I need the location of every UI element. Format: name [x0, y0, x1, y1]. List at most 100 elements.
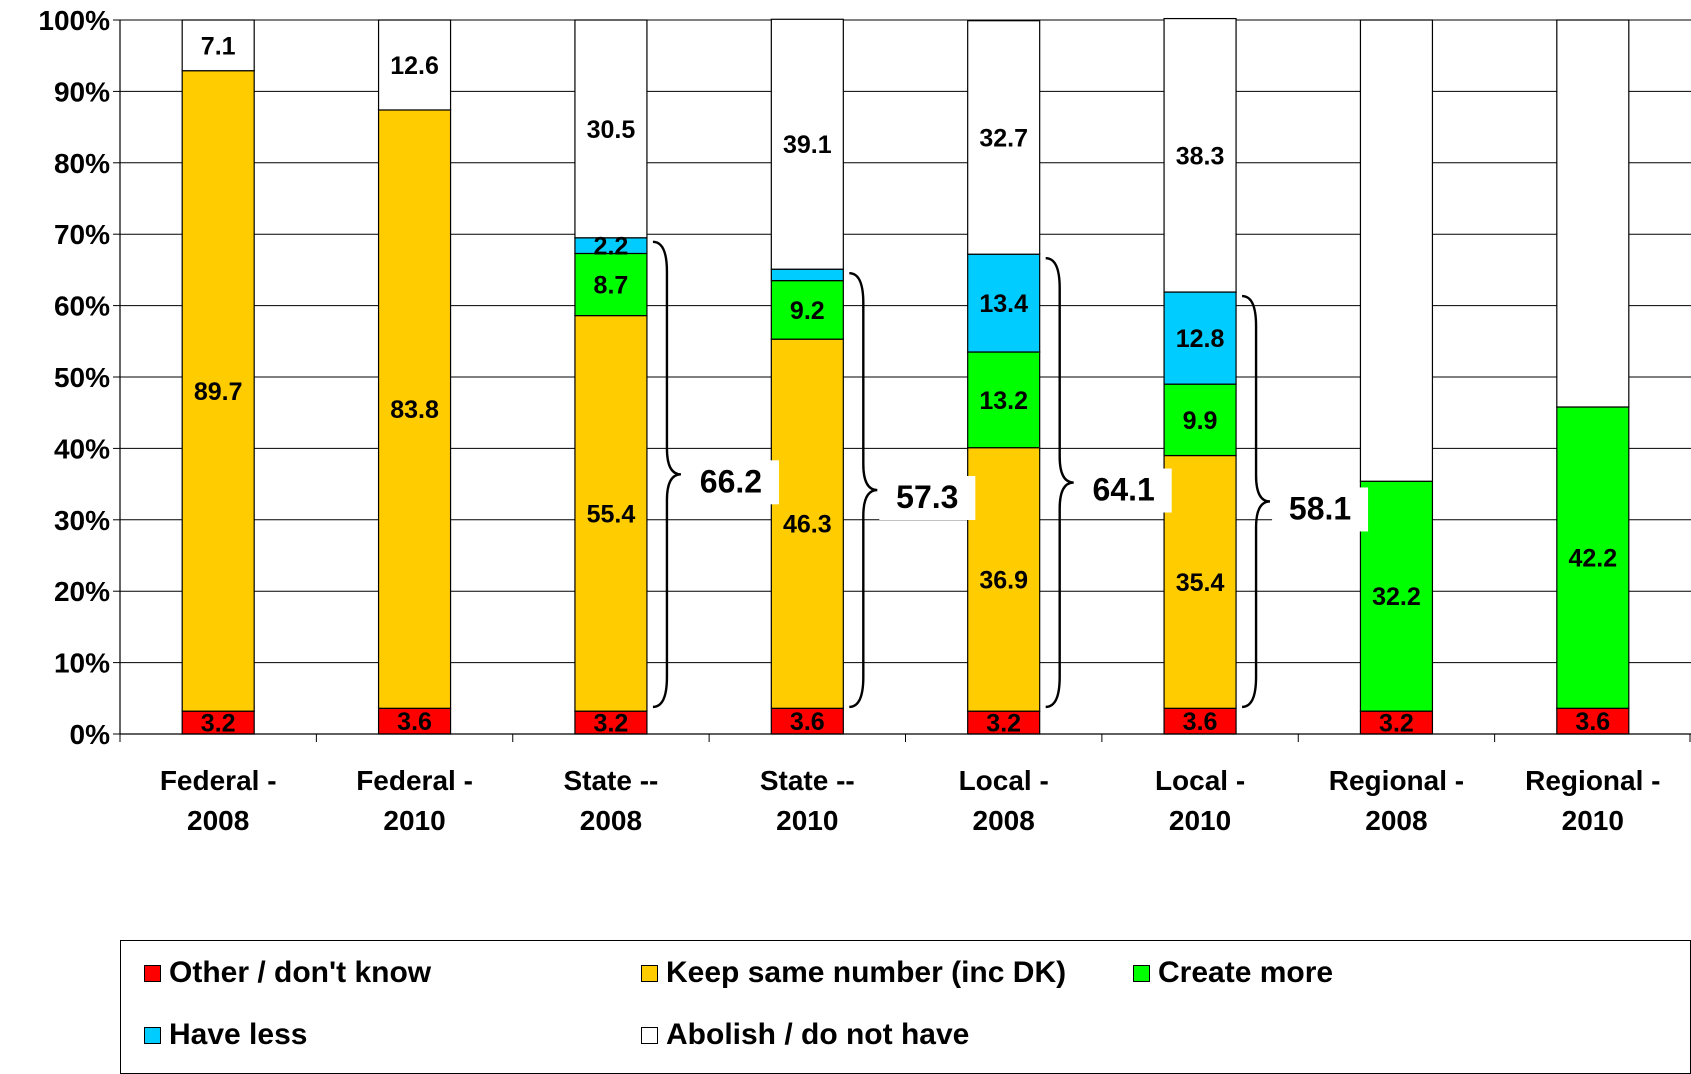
annotation-bg	[1075, 468, 1172, 513]
x-tick-label: Federal -	[356, 765, 473, 796]
curly-bracket	[1241, 294, 1271, 709]
stacked-bar-chart: 0% 10% 20% 30% 40% 50% 60% 70% 80% 90% 100% Federal…	[38, 5, 1691, 836]
bar-segment	[574, 314, 648, 712]
data-label: 42.2	[1568, 545, 1617, 573]
data-label: 32.2	[1372, 583, 1421, 611]
bar-segment	[1359, 480, 1434, 712]
x-tick-label: 2010	[776, 805, 838, 836]
x-tick-label: Regional -	[1525, 765, 1660, 796]
bar-segment	[967, 447, 1041, 712]
data-label: 3.2	[594, 710, 629, 738]
legend-swatch	[641, 964, 658, 982]
bar-segment	[1556, 406, 1630, 709]
data-label: 12.6	[390, 52, 439, 80]
data-label: 13.2	[979, 387, 1028, 415]
bar-segment	[770, 338, 844, 709]
total-annotation: 58.1	[1289, 490, 1351, 526]
data-label: 8.7	[594, 272, 629, 300]
bar-segment	[1163, 454, 1237, 709]
bar-segment	[770, 18, 844, 270]
gridlines	[120, 19, 1691, 664]
data-label: 3.2	[1379, 710, 1414, 738]
bar-segment	[770, 268, 844, 282]
x-tick-label: Regional -	[1329, 765, 1464, 796]
legend-item-other: Other / don't know	[144, 956, 431, 990]
bar-segment	[1163, 291, 1237, 385]
legend-swatch	[641, 1026, 658, 1044]
bar-segment	[967, 20, 1041, 255]
bar-segment	[1163, 17, 1237, 293]
legend-label: Other / don't know	[169, 956, 432, 989]
data-label: 3.2	[986, 710, 1021, 738]
legend: Other / don't know Keep same number (inc…	[120, 940, 1691, 1074]
x-tick-label: Local -	[959, 765, 1049, 796]
x-tick-label: 2010	[383, 805, 445, 836]
legend-label: Abolish / do not have	[666, 1018, 970, 1051]
annotation-bg	[1272, 487, 1369, 532]
bars	[181, 17, 1630, 735]
legend-label: Create more	[1158, 956, 1334, 989]
data-label: 3.6	[397, 708, 432, 736]
bar-segment	[1556, 707, 1630, 735]
data-label: 9.2	[790, 297, 825, 325]
bar-segment	[181, 19, 255, 72]
bar-segment	[1163, 383, 1237, 457]
legend-item-keep-same: Keep same number (inc DK)	[641, 956, 1066, 990]
total-annotation: 57.3	[896, 479, 958, 515]
y-tick-label: 80%	[54, 148, 110, 179]
data-label: 13.4	[979, 290, 1028, 318]
bar-segment	[967, 351, 1041, 449]
x-tick-label: 2010	[1169, 805, 1231, 836]
data-label: 35.4	[1176, 569, 1225, 597]
x-tick-label: State --	[760, 765, 855, 796]
y-tick-label: 50%	[54, 362, 110, 393]
y-tick-label: 100%	[38, 5, 110, 36]
data-label: 2.2	[594, 233, 629, 261]
data-label: 9.9	[1183, 407, 1218, 435]
x-tick-label: Federal -	[160, 765, 277, 796]
annotation-bg	[682, 460, 779, 505]
bar-segment	[1359, 19, 1434, 482]
data-label: 12.8	[1176, 325, 1225, 353]
data-label: 30.5	[587, 116, 636, 144]
legend-item-create-more: Create more	[1133, 956, 1333, 990]
bar-segment	[967, 253, 1041, 353]
data-label: 7.1	[201, 32, 236, 60]
annotation-bg	[879, 476, 976, 521]
x-tick-label: 2008	[580, 805, 642, 836]
bar-segment	[770, 280, 844, 340]
x-tick-label: 2010	[1562, 805, 1624, 836]
data-label: 36.9	[979, 566, 1028, 594]
x-tick-label: Local -	[1155, 765, 1245, 796]
bar-segment	[181, 70, 255, 712]
legend-label: Have less	[169, 1018, 308, 1051]
y-tick-label: 70%	[54, 219, 110, 250]
curly-bracket	[1045, 256, 1074, 709]
y-tick-label: 40%	[54, 433, 110, 464]
bar-segment	[377, 707, 452, 735]
y-tick-label: 0%	[70, 719, 111, 750]
data-label: 32.7	[979, 124, 1028, 152]
legend-swatch	[144, 964, 161, 982]
bar-segment	[1556, 19, 1630, 408]
data-label: 3.6	[1183, 708, 1218, 736]
data-label: 46.3	[783, 511, 832, 539]
legend-label: Keep same number (inc DK)	[666, 956, 1067, 989]
data-label: 38.3	[1176, 142, 1225, 170]
legend-item-have-less: Have less	[144, 1018, 307, 1052]
data-label: 83.8	[390, 396, 439, 424]
total-annotation: 66.2	[700, 463, 762, 499]
data-label: 89.7	[194, 378, 243, 406]
y-tick-label: 60%	[54, 291, 110, 322]
data-labels: 3.2 89.7 7.1 3.6 83.8 12.6 3.2 55.4 8.7 2.2 30.5 3.…	[194, 32, 1617, 737]
y-tick-label: 10%	[54, 648, 110, 679]
y-tick-label: 30%	[54, 505, 110, 536]
axes: 0% 10% 20% 30% 40% 50% 60% 70% 80% 90% 100% Federal…	[38, 5, 1691, 836]
bar-segment	[574, 19, 648, 239]
bracket-annotations: 66.2 57.3 64.1 58.1	[652, 240, 1369, 709]
data-label: 3.6	[1575, 708, 1610, 736]
legend-swatch	[1133, 964, 1150, 982]
x-tick-label: 2008	[973, 805, 1035, 836]
bar-segment	[377, 19, 452, 111]
x-tick-label: State --	[563, 765, 658, 796]
